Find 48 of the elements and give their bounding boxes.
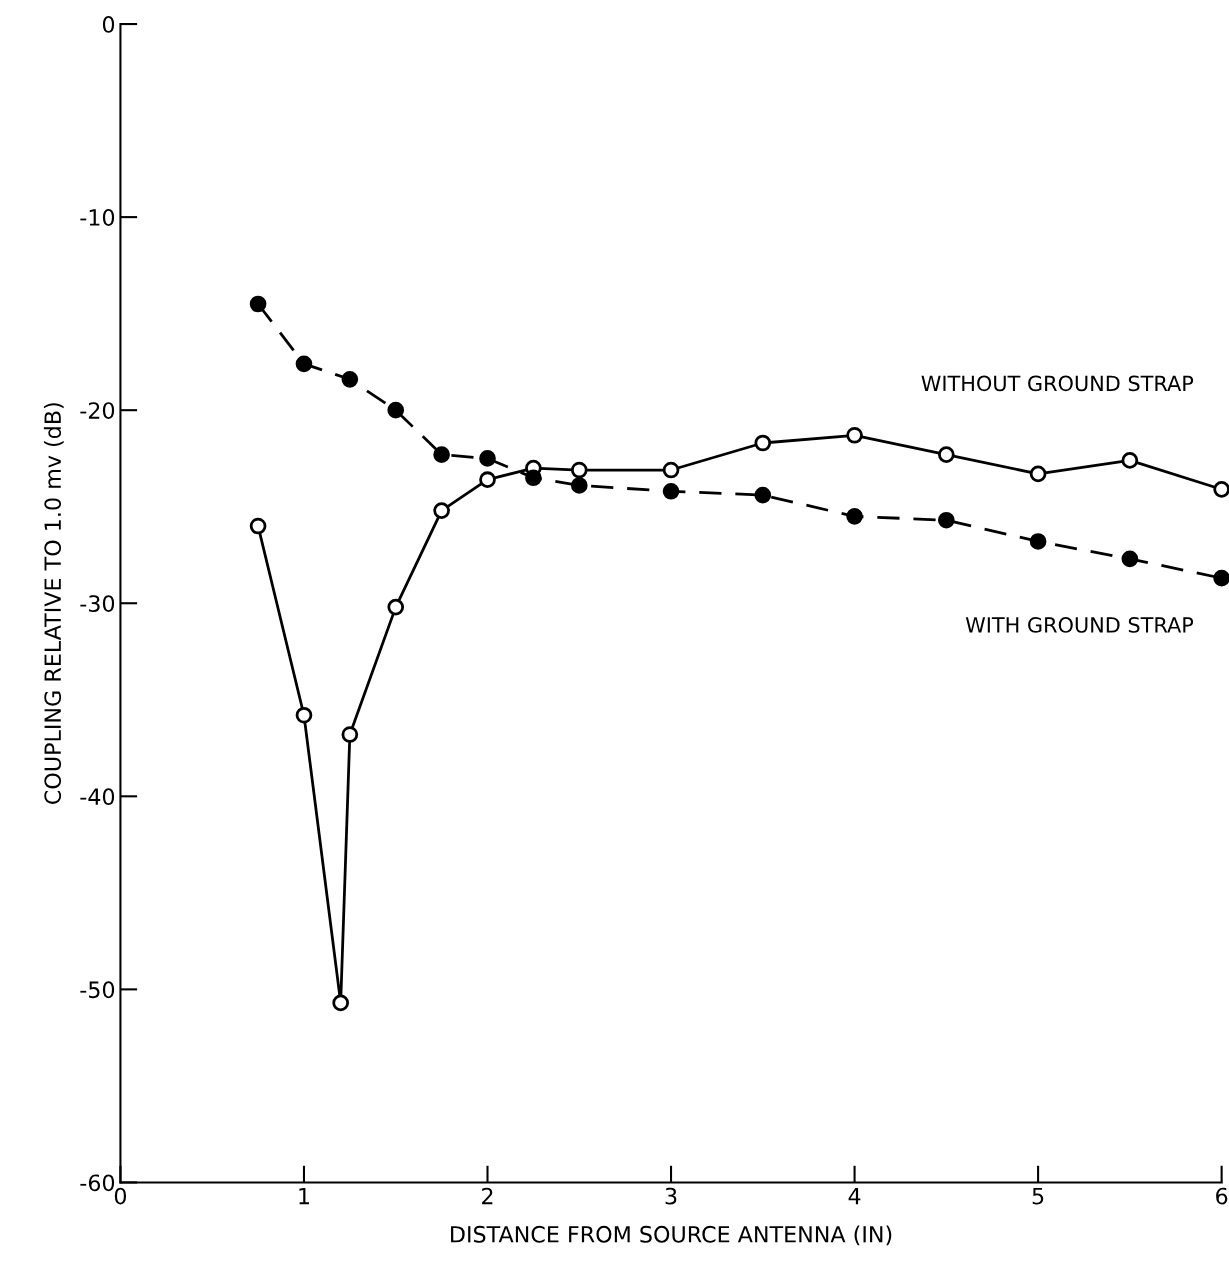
point [387, 401, 405, 419]
point [341, 370, 359, 388]
x-tick-label: 0 [114, 1187, 127, 1205]
point [249, 517, 267, 535]
y-tick-label: -50 [80, 981, 115, 999]
point [570, 477, 588, 494]
y-tick-label: 0 [102, 16, 115, 33]
point [1029, 465, 1047, 483]
point [938, 446, 955, 463]
x-tick-label: 3 [665, 1187, 677, 1205]
y-tick-label: -40 [80, 788, 115, 806]
x-tick-label: 1 [299, 1187, 309, 1205]
point [479, 450, 496, 467]
y-tick-label: -10 [80, 209, 115, 226]
x-axis-title: DISTANCE FROM SOURCE ANTENNA (IN) [451, 1225, 892, 1246]
point [525, 469, 542, 487]
point [249, 295, 267, 313]
point [662, 482, 680, 500]
point [754, 434, 772, 452]
point [1121, 452, 1139, 469]
point [846, 426, 863, 444]
point [433, 446, 450, 463]
point [332, 994, 350, 1012]
point [387, 598, 405, 616]
point [1213, 569, 1229, 587]
x-tick-label: 4 [848, 1187, 861, 1205]
point [938, 511, 955, 529]
point [295, 355, 313, 373]
point [1029, 533, 1047, 550]
point [479, 471, 496, 489]
y-tick-label: -60 [80, 1174, 115, 1192]
point [295, 706, 313, 724]
text: WITHOUT GROUND STRAP [921, 375, 1194, 392]
point [433, 502, 450, 519]
x-tick-label: 5 [1032, 1187, 1044, 1205]
point [846, 508, 863, 525]
point [1121, 550, 1139, 568]
x-tick-label: 2 [482, 1187, 493, 1205]
series-label: WITH GROUND STRAP [965, 617, 1194, 633]
y-axis-title: COUPLING RELATIVE TO 1.0 mv (dB) [43, 403, 64, 804]
point [570, 461, 588, 479]
point [662, 461, 680, 479]
y-tick-label: -30 [80, 595, 115, 613]
y-tick-label: -20 [80, 402, 115, 419]
x-tick-label: 6 [1216, 1187, 1228, 1205]
point [341, 726, 359, 743]
point [1213, 481, 1229, 498]
point [754, 486, 772, 504]
